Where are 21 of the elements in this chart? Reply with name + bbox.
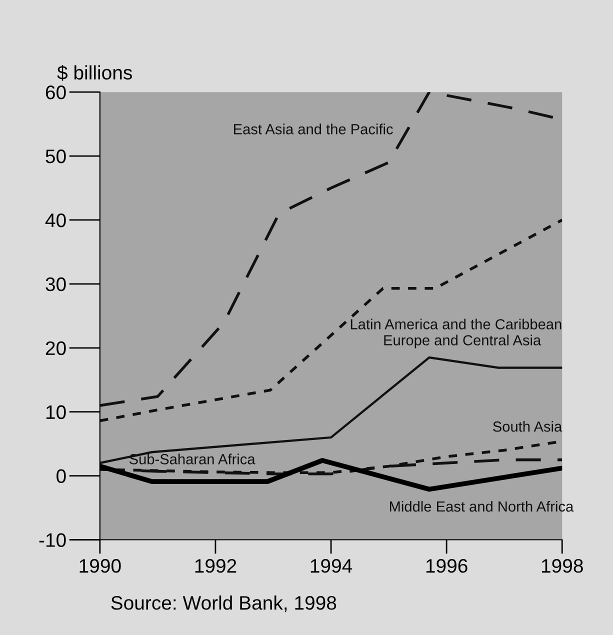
x-tick-label: 1994 — [310, 559, 352, 573]
series-label: Sub-Saharan Africa — [129, 454, 256, 464]
series-label: East Asia and the Pacific — [234, 124, 393, 134]
series-label: South Asia — [493, 421, 562, 432]
y-tick-label: 40 — [45, 213, 66, 228]
series-label: Middle East and North Africa — [390, 500, 574, 512]
source-note: Source: World Bank, 1998 — [111, 596, 336, 612]
x-tick-label: 1990 — [80, 559, 121, 573]
y-tick-label: 10 — [46, 405, 66, 420]
x-tick-label: 1998 — [542, 559, 583, 573]
series-label: Europe and Central Asia — [384, 334, 542, 348]
x-tick-label: 1992 — [195, 559, 236, 573]
series-label: Latin America and the Caribbean — [350, 318, 562, 330]
y-axis-title: $ billions — [57, 64, 132, 81]
y-tick-label: 30 — [46, 277, 66, 292]
y-tick-label: 60 — [46, 86, 66, 100]
y-tick-label: 20 — [46, 341, 66, 356]
y-tick-label: 0 — [56, 469, 66, 484]
y-tick-label: -10 — [39, 533, 66, 547]
x-tick-label: 1996 — [426, 559, 468, 573]
y-tick-label: 50 — [46, 149, 66, 164]
